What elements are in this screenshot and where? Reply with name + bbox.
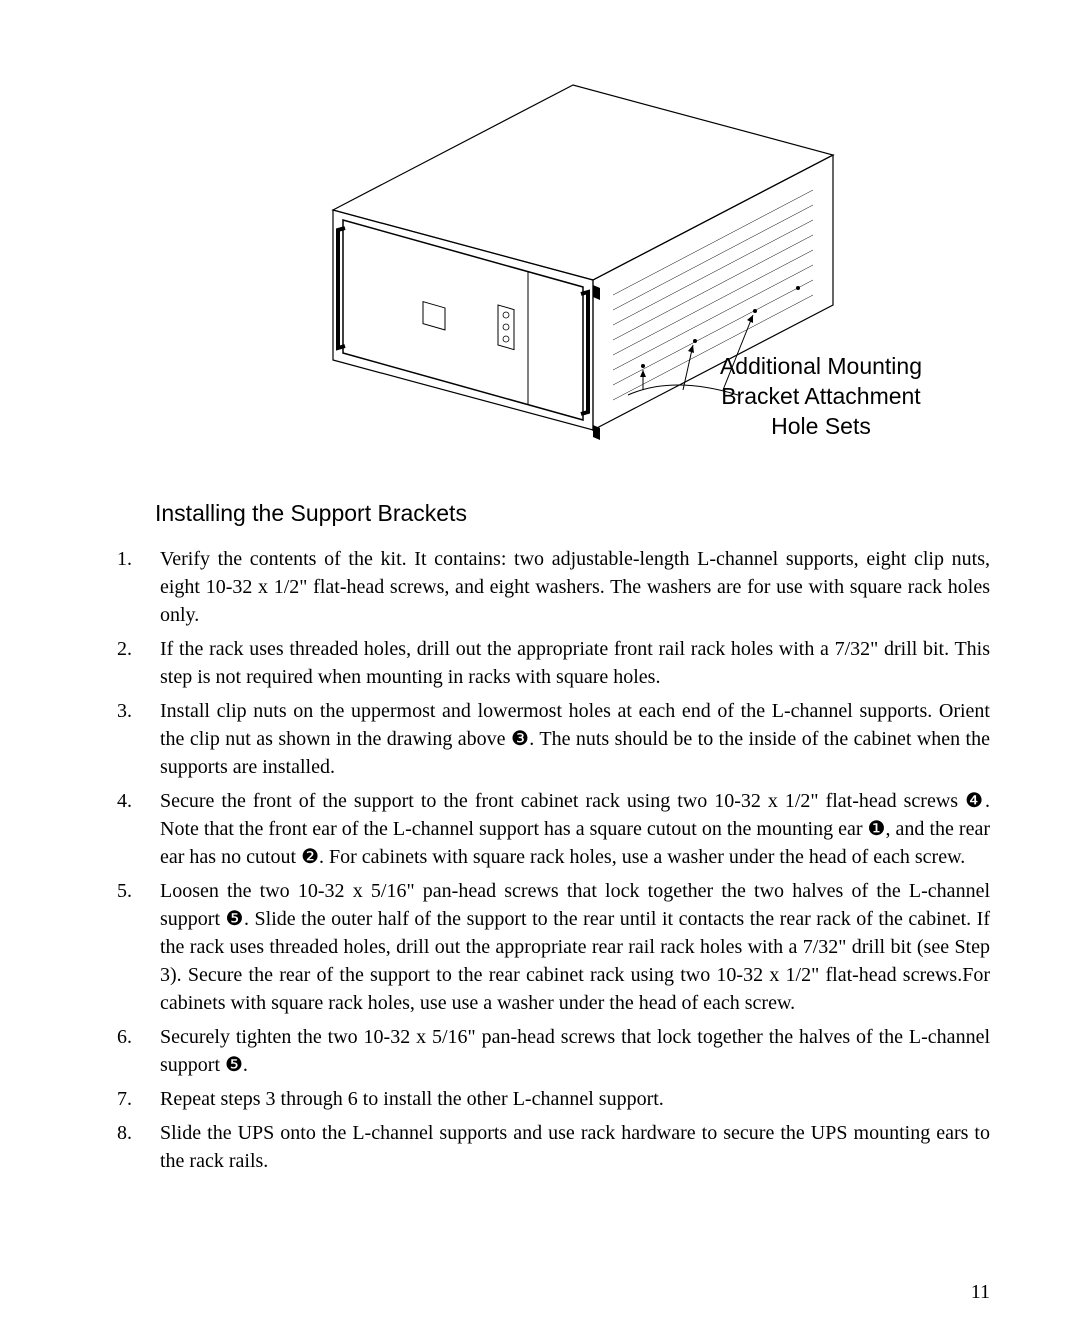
list-item: 4. Secure the front of the support to th… xyxy=(115,787,990,871)
list-item: 7. Repeat steps 3 through 6 to install t… xyxy=(115,1085,990,1113)
list-item: 8. Slide the UPS onto the L-channel supp… xyxy=(115,1119,990,1175)
list-item: 3. Install clip nuts on the uppermost an… xyxy=(115,697,990,781)
list-number: 2. xyxy=(115,635,160,691)
list-number: 4. xyxy=(115,787,160,871)
label-line-3: Hole Sets xyxy=(720,412,922,442)
section-heading: Installing the Support Brackets xyxy=(155,500,990,527)
page-number: 11 xyxy=(971,1281,990,1304)
diagram-callout-label: Additional Mounting Bracket Attachment H… xyxy=(720,352,922,442)
list-number: 1. xyxy=(115,545,160,629)
list-item: 5. Loosen the two 10-32 x 5/16" pan-head… xyxy=(115,877,990,1017)
list-number: 3. xyxy=(115,697,160,781)
list-content: Verify the contents of the kit. It conta… xyxy=(160,545,990,629)
list-content: Slide the UPS onto the L-channel support… xyxy=(160,1119,990,1175)
list-number: 7. xyxy=(115,1085,160,1113)
list-content: Install clip nuts on the uppermost and l… xyxy=(160,697,990,781)
instruction-list: 1. Verify the contents of the kit. It co… xyxy=(115,545,990,1175)
list-content: Secure the front of the support to the f… xyxy=(160,787,990,871)
list-item: 2. If the rack uses threaded holes, dril… xyxy=(115,635,990,691)
list-number: 5. xyxy=(115,877,160,1017)
list-item: 6. Securely tighten the two 10-32 x 5/16… xyxy=(115,1023,990,1079)
list-content: Securely tighten the two 10-32 x 5/16" p… xyxy=(160,1023,990,1079)
list-content: Repeat steps 3 through 6 to install the … xyxy=(160,1085,990,1113)
list-number: 6. xyxy=(115,1023,160,1079)
list-number: 8. xyxy=(115,1119,160,1175)
list-content: If the rack uses threaded holes, drill o… xyxy=(160,635,990,691)
label-line-1: Additional Mounting xyxy=(720,352,922,382)
label-line-2: Bracket Attachment xyxy=(720,382,922,412)
list-content: Loosen the two 10-32 x 5/16" pan-head sc… xyxy=(160,877,990,1017)
list-item: 1. Verify the contents of the kit. It co… xyxy=(115,545,990,629)
